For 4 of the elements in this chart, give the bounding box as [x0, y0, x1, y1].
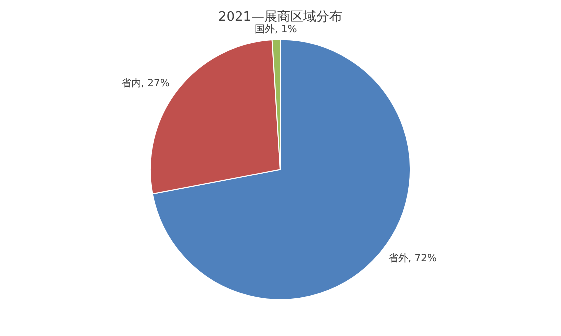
slice-label: 省外, 72% [388, 252, 437, 265]
slice-label: 国外, 1% [254, 24, 298, 36]
chart-title: 2021—展商区域分布 [218, 10, 343, 26]
slice-label: 省内, 27% [121, 78, 170, 90]
